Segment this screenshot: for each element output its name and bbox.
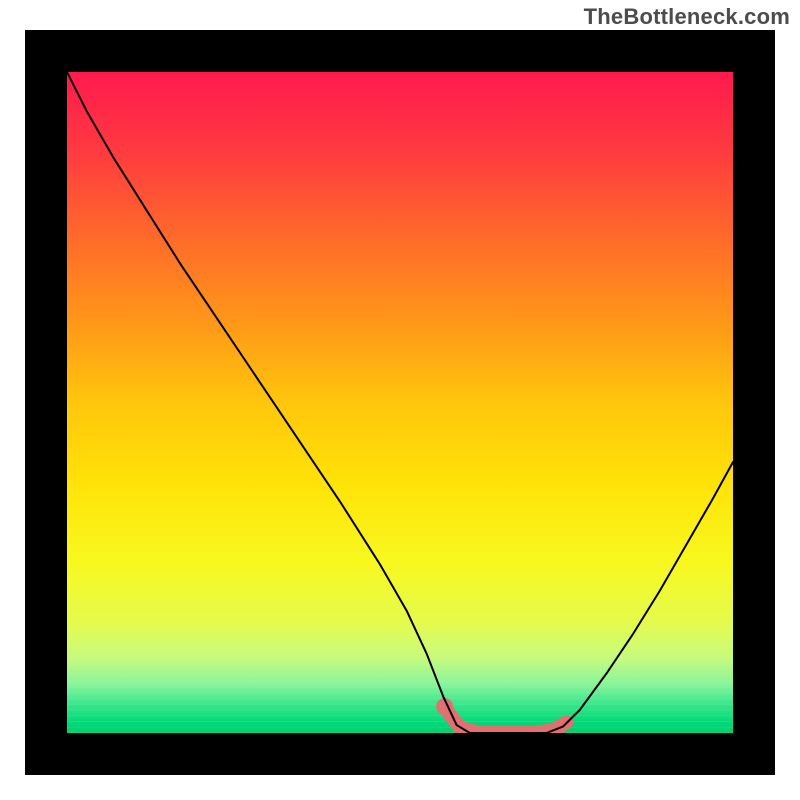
chart-svg: [0, 0, 800, 800]
canvas: TheBottleneck.com: [0, 0, 800, 800]
watermark-text: TheBottleneck.com: [584, 4, 790, 30]
